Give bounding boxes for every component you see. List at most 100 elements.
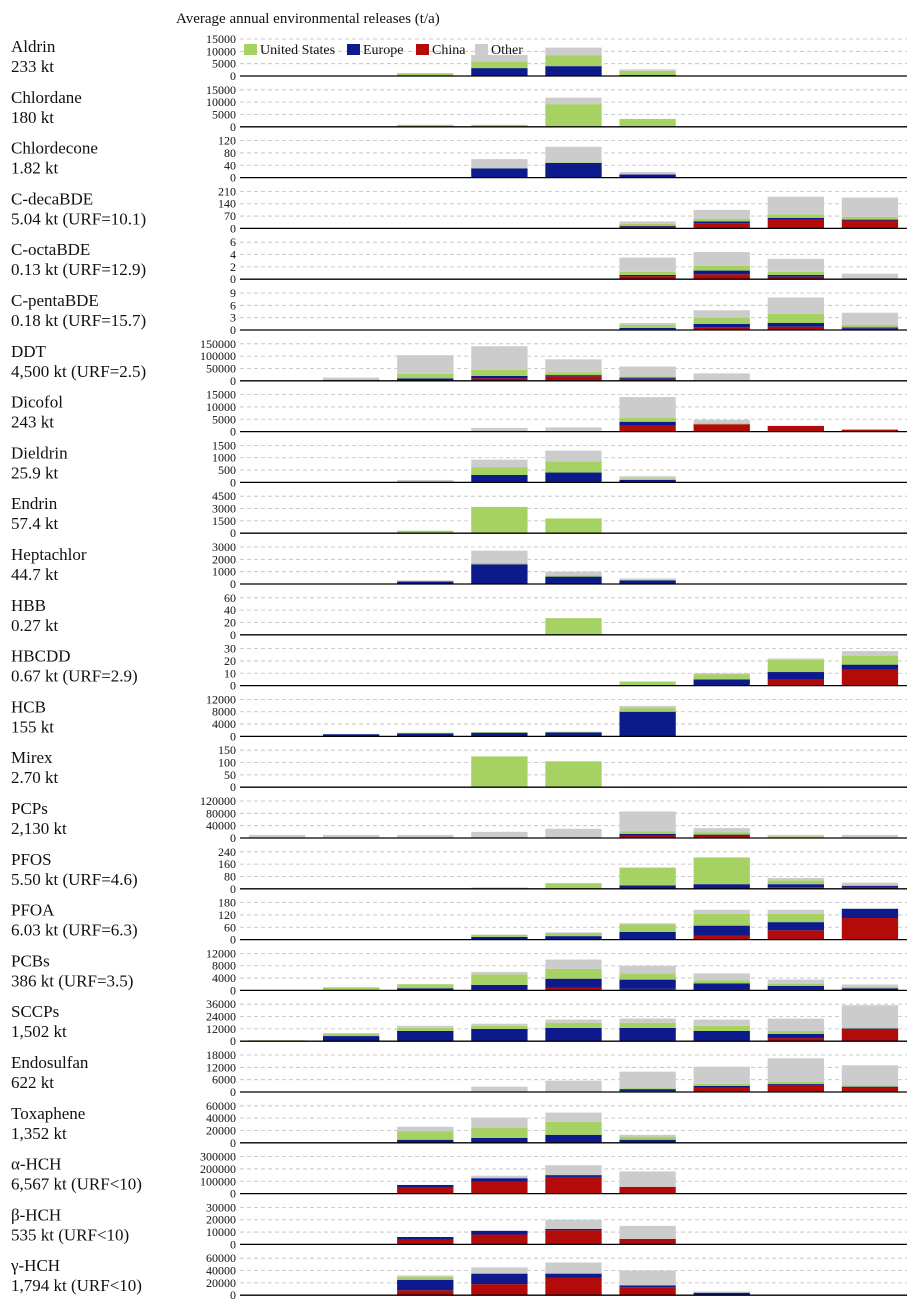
bar-segment-europe: [397, 581, 454, 584]
bar-segment-united-states: [619, 478, 676, 480]
bar-segment-united-states: [619, 1136, 676, 1140]
bar-segment-other: [619, 681, 676, 682]
y-tick-label: 0: [230, 882, 236, 896]
y-tick-label: 0: [230, 1085, 236, 1099]
bar-segment-other: [619, 172, 676, 175]
bar-segment-china: [693, 935, 750, 940]
bar-segment-europe: [397, 1237, 454, 1240]
y-tick-label: 50: [224, 768, 236, 782]
y-tick-label: 200000: [200, 1162, 236, 1176]
bar-segment-europe: [471, 1178, 528, 1182]
bar-segment-united-states: [619, 1088, 676, 1090]
bar-segment-other: [619, 257, 676, 272]
bar-segment-europe: [619, 1285, 676, 1288]
legend-swatch: [475, 44, 488, 55]
bar-segment-other: [323, 834, 380, 838]
bar-segment-other: [619, 578, 676, 580]
x-tick-label: 1950s: [409, 1304, 442, 1306]
panel-total-release: 386 kt (URF=3.5): [11, 971, 133, 990]
bar-segment-other: [693, 828, 750, 833]
bar-segment-europe: [471, 475, 528, 483]
bar-segment-europe: [619, 580, 676, 584]
bar-segment-europe: [767, 1034, 824, 1039]
legend-label: Other: [491, 43, 523, 58]
bar-segment-united-states: [471, 974, 528, 985]
bar-segment-united-states: [471, 1128, 528, 1138]
bar-segment-europe: [693, 1292, 750, 1296]
bar-segment-china: [767, 219, 824, 229]
panel-total-release: 1,352 kt: [11, 1124, 67, 1143]
bar-segment-united-states: [841, 1085, 899, 1087]
bar-segment-other: [545, 1019, 602, 1023]
bar-segment-united-states: [471, 1025, 528, 1029]
bar-segment-other: [471, 1086, 528, 1092]
bar-segment-europe: [471, 936, 528, 940]
bar-segment-europe: [545, 375, 602, 377]
bar-segment-china: [767, 930, 824, 940]
bar-segment-europe: [767, 985, 824, 990]
y-tick-label: 60: [224, 920, 236, 934]
bar-segment-other: [693, 1066, 750, 1084]
bar-segment-other: [841, 1065, 899, 1086]
bar-segment-united-states: [841, 986, 899, 989]
y-tick-label: 18000: [206, 1048, 236, 1062]
bar-segment-united-states: [397, 1027, 454, 1031]
bar-segment-united-states: [693, 265, 750, 271]
y-tick-label: 0: [230, 679, 236, 693]
bar-segment-china: [767, 1038, 824, 1042]
y-tick-label: 70: [224, 209, 236, 223]
bar-segment-china: [619, 226, 676, 229]
legend-item: Europe: [347, 43, 403, 58]
bar-segment-china: [545, 1230, 602, 1245]
y-tick-label: 0: [230, 577, 236, 591]
bar-segment-united-states: [397, 1276, 454, 1280]
panel-total-release: 1.82 kt: [11, 159, 59, 178]
bar-segment-china: [767, 887, 824, 889]
bar-segment-europe: [471, 1230, 528, 1235]
bar-segment-europe: [767, 1083, 824, 1085]
bar-segment-china: [619, 1287, 676, 1296]
bar-segment-europe: [767, 884, 824, 888]
y-tick-label: 0: [230, 933, 236, 947]
bar-segment-europe: [841, 327, 899, 329]
panel-chemical-name: Chlordane: [11, 88, 82, 107]
bar-segment-other: [545, 427, 602, 432]
bar-segment-china: [767, 1084, 824, 1092]
bar-segment-other: [545, 97, 602, 105]
bar-segment-china: [397, 1290, 454, 1296]
bar-segment-europe: [545, 472, 602, 483]
legend-item: United States: [244, 43, 335, 58]
panel-total-release: 622 kt: [11, 1073, 54, 1092]
y-tick-label: 3: [230, 311, 236, 325]
y-tick-label: 0: [230, 69, 236, 83]
bar-segment-united-states: [619, 223, 676, 226]
bar-segment-europe: [545, 1228, 602, 1231]
bar-segment-other: [841, 197, 899, 217]
y-tick-label: 10000: [206, 1225, 236, 1239]
bar-segment-europe: [471, 1028, 528, 1042]
y-tick-label: 10000: [206, 95, 236, 109]
bar-segment-other: [397, 1126, 454, 1132]
bar-segment-united-states: [545, 461, 602, 473]
bar-segment-europe: [841, 664, 899, 670]
y-tick-label: 6000: [212, 1073, 236, 1087]
bar-segment-europe: [693, 925, 750, 936]
bar-segment-europe: [397, 1030, 454, 1042]
y-tick-label: 0: [230, 1237, 236, 1251]
panel-chemical-name: PFOS: [11, 850, 52, 869]
y-tick-label: 500: [218, 463, 236, 477]
panel-total-release: 2.70 kt: [11, 768, 59, 787]
bar-segment-europe: [397, 1279, 454, 1291]
bar-segment-other: [545, 1112, 602, 1122]
panel-total-release: 0.13 kt (URF=12.9): [11, 260, 146, 279]
y-tick-label: 0: [230, 171, 236, 185]
bar-segment-other: [545, 1219, 602, 1229]
